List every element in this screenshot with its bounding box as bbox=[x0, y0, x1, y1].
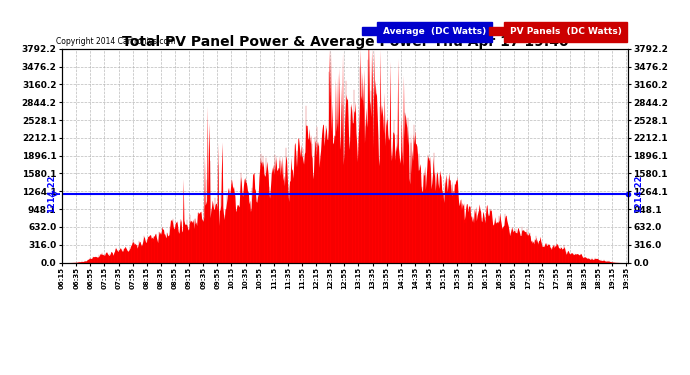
Text: Copyright 2014 Cartronics.com: Copyright 2014 Cartronics.com bbox=[57, 37, 176, 46]
Title: Total PV Panel Power & Average Power Thu Apr 17 19:40: Total PV Panel Power & Average Power Thu… bbox=[121, 35, 569, 49]
Text: 1214.22: 1214.22 bbox=[48, 175, 57, 213]
Legend: Average  (DC Watts), PV Panels  (DC Watts): Average (DC Watts), PV Panels (DC Watts) bbox=[360, 26, 623, 38]
Text: 1214.22: 1214.22 bbox=[633, 175, 642, 213]
